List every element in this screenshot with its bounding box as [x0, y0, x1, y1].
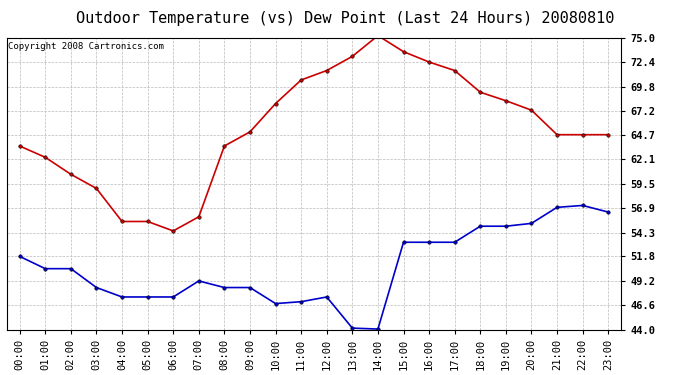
Text: Copyright 2008 Cartronics.com: Copyright 2008 Cartronics.com — [8, 42, 164, 51]
Text: Outdoor Temperature (vs) Dew Point (Last 24 Hours) 20080810: Outdoor Temperature (vs) Dew Point (Last… — [76, 11, 614, 26]
